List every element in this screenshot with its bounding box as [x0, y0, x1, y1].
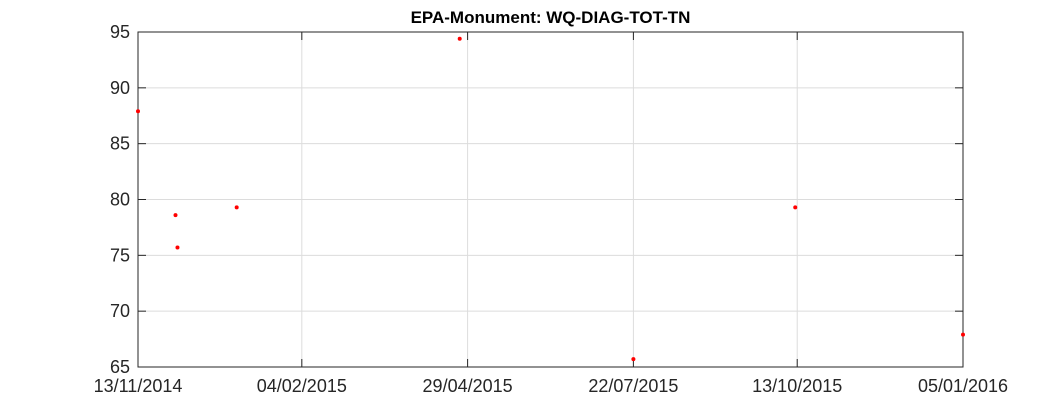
y-tick-label: 65 — [110, 357, 130, 377]
axis-tick-labels: 13/11/2014 04/02/2015 29/04/2015 22/07/2015… — [94, 22, 1008, 396]
data-point — [961, 332, 965, 337]
data-point — [793, 205, 798, 210]
y-tick-label: 90 — [110, 78, 130, 98]
y-tick-label: 75 — [110, 245, 130, 265]
chart-title: EPA-Monument: WQ-DIAG-TOT-TN — [410, 8, 691, 27]
x-tick-label: 22/07/2015 — [588, 376, 678, 396]
x-tick-label: 13/10/2015 — [752, 376, 842, 396]
grid-lines — [137, 31, 964, 368]
data-point — [631, 357, 636, 362]
y-tick-label: 70 — [110, 301, 130, 321]
data-points — [136, 36, 965, 362]
x-tick-label: 04/02/2015 — [257, 376, 347, 396]
data-point — [457, 36, 462, 41]
x-tick-label: 29/04/2015 — [423, 376, 513, 396]
y-tick-label: 80 — [110, 190, 130, 210]
data-point — [136, 109, 140, 114]
y-tick-label: 95 — [110, 22, 130, 42]
y-tick-label: 85 — [110, 134, 130, 154]
x-tick-label: 05/01/2016 — [918, 376, 1008, 396]
data-point — [175, 245, 180, 250]
data-point — [234, 205, 239, 210]
x-tick-label: 13/11/2014 — [94, 376, 183, 396]
data-point — [173, 213, 178, 218]
